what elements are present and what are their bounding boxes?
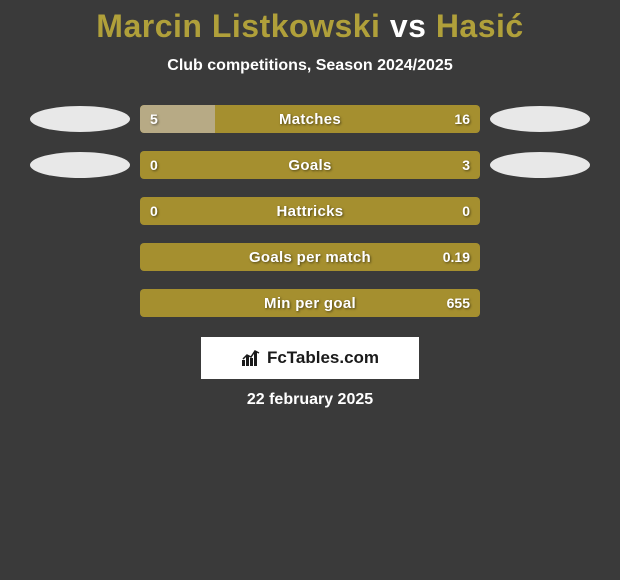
stat-row: 0Hattricks0 xyxy=(0,197,620,225)
right-pill xyxy=(490,152,590,178)
subtitle: Club competitions, Season 2024/2025 xyxy=(0,57,620,75)
stat-row: 5Matches16 xyxy=(0,105,620,133)
stat-row: Goals per match0.19 xyxy=(0,243,620,271)
stat-label: Goals xyxy=(140,157,480,174)
stat-value-right: 0 xyxy=(462,203,470,219)
left-pill xyxy=(30,152,130,178)
stat-value-right: 16 xyxy=(454,111,470,127)
stat-bar: Min per goal655 xyxy=(140,289,480,317)
stat-bar: 5Matches16 xyxy=(140,105,480,133)
player1-name: Marcin Listkowski xyxy=(96,8,380,44)
page-title: Marcin Listkowski vs Hasić xyxy=(0,8,620,45)
stat-label: Hattricks xyxy=(140,203,480,220)
stat-rows: 5Matches160Goals30Hattricks0Goals per ma… xyxy=(0,105,620,317)
right-pill xyxy=(490,106,590,132)
stat-row: Min per goal655 xyxy=(0,289,620,317)
stat-bar: Goals per match0.19 xyxy=(140,243,480,271)
player2-name: Hasić xyxy=(436,8,524,44)
stat-label: Goals per match xyxy=(140,249,480,266)
stat-row: 0Goals3 xyxy=(0,151,620,179)
date-text: 22 february 2025 xyxy=(0,391,620,409)
stat-value-right: 655 xyxy=(447,295,470,311)
stat-value-right: 0.19 xyxy=(443,249,470,265)
brand-text: FcTables.com xyxy=(267,348,379,368)
stat-label: Min per goal xyxy=(140,295,480,312)
vs-text: vs xyxy=(380,8,435,44)
stat-label: Matches xyxy=(140,111,480,128)
bars-icon xyxy=(241,348,261,368)
stat-bar: 0Goals3 xyxy=(140,151,480,179)
brand-box[interactable]: FcTables.com xyxy=(201,337,419,379)
comparison-infographic: Marcin Listkowski vs Hasić Club competit… xyxy=(0,0,620,409)
left-pill xyxy=(30,106,130,132)
stat-value-right: 3 xyxy=(462,157,470,173)
stat-bar: 0Hattricks0 xyxy=(140,197,480,225)
